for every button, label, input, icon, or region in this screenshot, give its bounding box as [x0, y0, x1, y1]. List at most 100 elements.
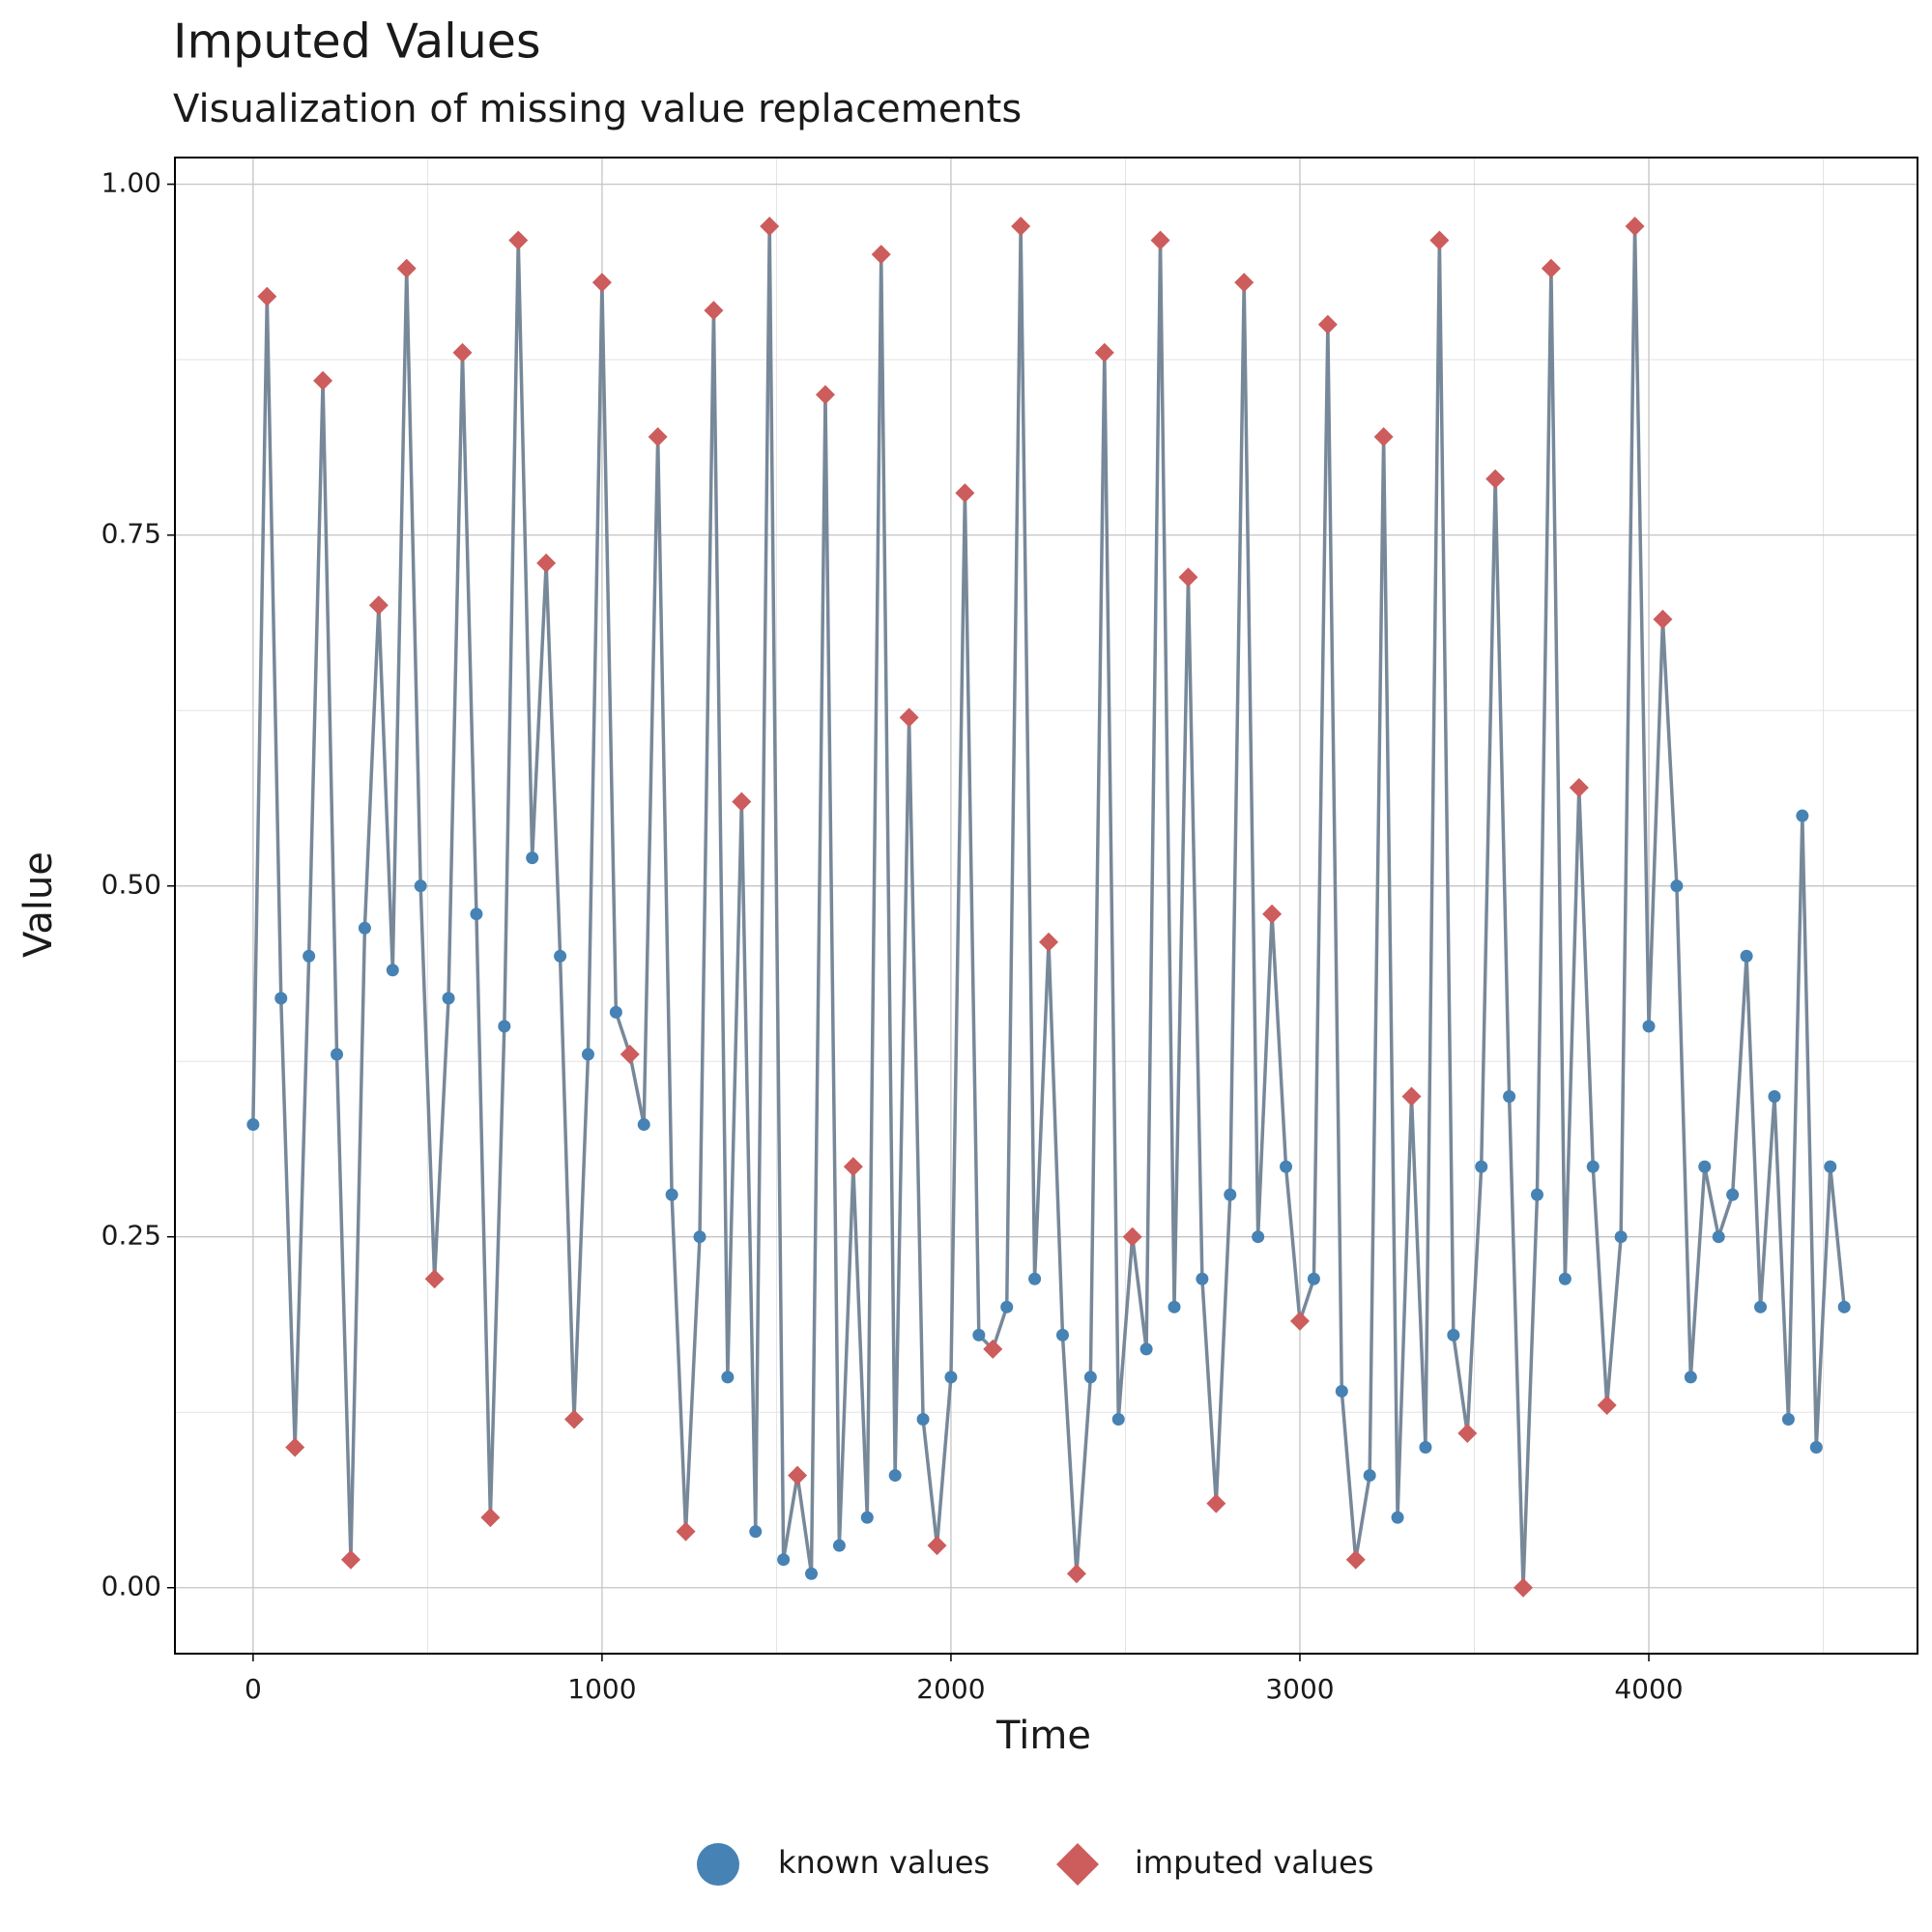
known-point: [1196, 1272, 1209, 1285]
known-point: [1168, 1300, 1181, 1313]
known-point: [693, 1230, 706, 1244]
known-point: [246, 1118, 260, 1132]
y-tick-label: 0.50: [101, 869, 161, 901]
line-segment: [432, 997, 450, 1280]
x-tick-label: 3000: [1265, 1673, 1334, 1705]
line-segment: [362, 605, 381, 929]
line-segment: [823, 394, 842, 1546]
line-segment: [1255, 913, 1274, 1237]
line-segment: [586, 282, 604, 1054]
imputed-point: [452, 342, 473, 362]
imputed-point: [285, 1437, 305, 1457]
imputed-point: [1289, 1311, 1310, 1331]
line-segment: [1521, 1195, 1540, 1588]
known-point: [1475, 1160, 1488, 1173]
imputed-point: [1039, 932, 1059, 952]
known-point: [414, 879, 427, 893]
line-segment: [1619, 226, 1637, 1237]
line-segment: [516, 240, 534, 858]
imputed-point: [591, 273, 612, 293]
imputed-point: [508, 230, 529, 250]
known-point: [1684, 1370, 1697, 1384]
line-segment: [1688, 1166, 1707, 1378]
imputed-point: [1011, 216, 1031, 237]
known-point: [1698, 1160, 1712, 1173]
line-segment: [935, 1376, 953, 1546]
line-segment: [265, 296, 283, 998]
known-point: [1726, 1188, 1740, 1201]
known-point: [1781, 1412, 1795, 1426]
known-point: [1768, 1089, 1781, 1103]
line-segment: [683, 1236, 702, 1532]
imputed-point: [648, 426, 668, 447]
line-segment: [488, 1025, 506, 1518]
line-segment: [1535, 268, 1553, 1196]
known-point: [1824, 1160, 1837, 1173]
imputed-point: [1122, 1226, 1142, 1247]
imputed-point: [1345, 1549, 1366, 1570]
imputed-point: [480, 1508, 501, 1528]
line-segment: [321, 380, 339, 1054]
line-segment: [711, 310, 730, 1377]
known-point: [498, 1020, 511, 1033]
markers: [246, 216, 1851, 1598]
known-point: [888, 1469, 902, 1483]
line-segment: [1563, 787, 1581, 1280]
line-segment: [1675, 885, 1693, 1377]
imputed-point: [1178, 567, 1198, 588]
known-point: [1028, 1272, 1042, 1285]
imputed-point: [1429, 230, 1450, 250]
known-point: [972, 1328, 986, 1341]
known-point: [1740, 949, 1753, 963]
line-segment: [544, 562, 562, 957]
line-segment: [879, 254, 897, 1476]
known-point: [1252, 1230, 1265, 1244]
line-segment: [921, 1419, 939, 1546]
known-point: [944, 1370, 958, 1384]
x-tick-label: 4000: [1614, 1673, 1683, 1705]
imputed-point: [564, 1409, 585, 1429]
line-segment: [1493, 478, 1512, 1097]
imputed-point: [1625, 216, 1645, 237]
line-segment: [1660, 619, 1679, 886]
line-segment: [1368, 436, 1386, 1476]
legend-marker: [697, 1843, 739, 1886]
line-segment: [475, 913, 493, 1518]
known-point: [665, 1188, 678, 1201]
line-segment: [907, 717, 925, 1420]
known-point: [805, 1567, 819, 1580]
known-point: [1586, 1160, 1600, 1173]
known-point: [1111, 1412, 1125, 1426]
line-segment: [1730, 956, 1748, 1196]
imputed-point: [424, 1269, 445, 1289]
line-segment: [739, 801, 758, 1532]
line-segment: [1200, 1279, 1219, 1504]
imputed-point: [760, 216, 780, 237]
known-point: [1712, 1230, 1725, 1244]
imputed-point: [676, 1521, 696, 1542]
line-segment: [837, 1167, 855, 1546]
known-point: [1670, 879, 1684, 893]
known-point: [581, 1048, 594, 1061]
line-segment: [1019, 226, 1037, 1280]
line-segment: [851, 1167, 870, 1518]
line-segment: [1214, 1195, 1232, 1504]
line-segment: [1116, 1236, 1135, 1420]
imputed-point: [620, 1044, 640, 1064]
chart-title: Imputed Values: [173, 14, 540, 70]
line-segment: [893, 717, 911, 1476]
known-point: [1363, 1469, 1376, 1483]
legend-label: imputed values: [1135, 1844, 1373, 1881]
line-segment: [1437, 240, 1456, 1336]
imputed-point: [1094, 342, 1114, 362]
imputed-point: [927, 1536, 947, 1556]
line-segment: [628, 1053, 646, 1125]
line-segment: [642, 436, 660, 1125]
line-segment: [1745, 956, 1763, 1308]
line-segment: [1312, 324, 1330, 1280]
line-segment: [1032, 941, 1051, 1280]
known-point: [1307, 1272, 1320, 1285]
line-segment: [1228, 282, 1246, 1196]
